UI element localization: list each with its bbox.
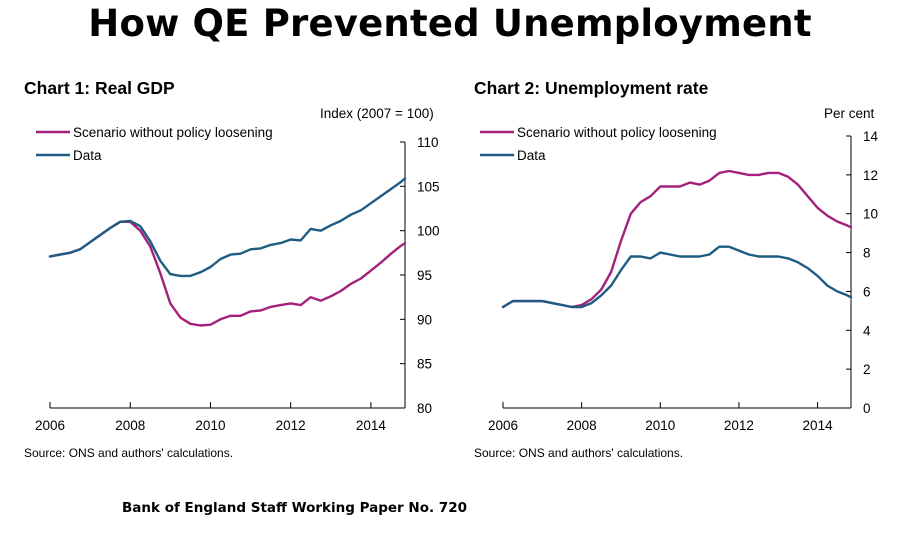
chart1-y-tick-label: 100 xyxy=(417,224,440,239)
chart2-source-note: Source: ONS and authors' calculations. xyxy=(474,446,684,460)
chart1-series-data-line xyxy=(48,177,407,278)
chart1-y-axis-label: Index (2007 = 100) xyxy=(320,106,434,121)
chart2-y-tick-label: 2 xyxy=(863,362,871,377)
chart1-y-tick-label: 105 xyxy=(417,179,440,194)
chart2-x-tick-label: 2008 xyxy=(567,418,597,433)
chart2-y-tick-label: 4 xyxy=(863,323,871,338)
chart1-y-tick-label: 110 xyxy=(417,135,439,150)
chart1-x-tick-label: 2014 xyxy=(356,418,387,433)
chart1-y-tick-label: 90 xyxy=(417,312,432,327)
chart1-x-tick-label: 2006 xyxy=(35,418,65,433)
chart1-legend-label-data: Data xyxy=(73,148,102,163)
chart1-y-tick-label: 95 xyxy=(417,268,432,283)
chart2-x-tick-label: 2006 xyxy=(488,418,518,433)
page-title: How QE Prevented Unemployment xyxy=(88,2,812,45)
chart1-source-note: Source: ONS and authors' calculations. xyxy=(24,446,234,460)
chart2-y-tick-label: 12 xyxy=(863,168,878,183)
chart1-x-tick-label: 2012 xyxy=(276,418,306,433)
chart1-x-tick-label: 2008 xyxy=(115,418,145,433)
footer-citation: Bank of England Staff Working Paper No. … xyxy=(122,500,467,516)
chart2-y-axis-label: Per cent xyxy=(824,106,875,121)
chart1-y-tick-label: 80 xyxy=(417,401,432,416)
chart2-x-tick-label: 2012 xyxy=(724,418,754,433)
chart2-series-scenario-line xyxy=(501,169,853,309)
chart2-series-data-line xyxy=(501,245,853,309)
chart2-legend-label-data: Data xyxy=(517,148,546,163)
chart1-y-tick-label: 85 xyxy=(417,357,432,372)
chart1-x-tick-label: 2010 xyxy=(195,418,225,433)
chart2-y-tick-label: 6 xyxy=(863,284,871,299)
chart2-x-tick-label: 2010 xyxy=(645,418,675,433)
chart2-x-tick-label: 2014 xyxy=(803,418,834,433)
chart2-legend-label-scenario: Scenario without policy loosening xyxy=(517,125,717,140)
chart2-title: Chart 2: Unemployment rate xyxy=(474,78,709,98)
chart1-legend-label-scenario: Scenario without policy loosening xyxy=(73,125,273,140)
chart2-y-tick-label: 10 xyxy=(863,207,878,222)
chart2-y-tick-label: 8 xyxy=(863,246,871,261)
chart2-y-tick-label: 14 xyxy=(863,129,879,144)
chart1-series-scenario-line xyxy=(48,220,407,327)
chart2-y-tick-label: 0 xyxy=(863,401,871,416)
chart1-title: Chart 1: Real GDP xyxy=(24,78,175,98)
